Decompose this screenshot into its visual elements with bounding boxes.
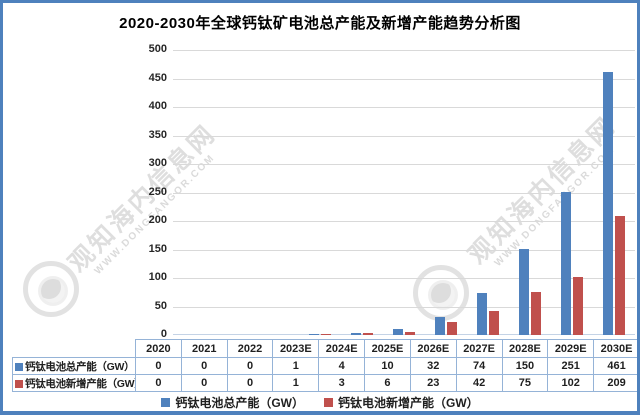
value-cell: 0	[226, 357, 274, 375]
year-header-cell: 2024E	[318, 339, 366, 358]
lens-inner-icon	[41, 279, 65, 303]
legend-label-total: 钙钛电池总产能（GW）	[175, 396, 304, 410]
bar-total-2029E	[561, 192, 571, 335]
value-cell: 0	[135, 374, 182, 392]
value-cell: 32	[409, 357, 457, 375]
year-header-cell: 2021	[180, 339, 228, 358]
series-swatch-icon	[15, 362, 23, 371]
gridline	[173, 164, 635, 165]
year-header-cell: 2023E	[272, 339, 320, 358]
bar-total-2024E	[351, 333, 361, 335]
value-cell: 0	[135, 357, 182, 375]
bar-total-2028E	[519, 249, 529, 335]
y-tick-label: 200	[148, 214, 167, 226]
value-cell: 0	[180, 357, 228, 375]
bar-total-2025E	[393, 329, 403, 335]
y-tick-label: 400	[148, 100, 167, 112]
x-axis-line	[173, 334, 635, 335]
series-name: 钙钛电池新增产能（GW）	[25, 377, 136, 390]
value-cell: 209	[593, 374, 637, 392]
bar-new-2023E	[321, 334, 331, 335]
y-tick-label: 150	[148, 242, 167, 255]
gridline	[173, 306, 635, 308]
bar-new-2027E	[489, 311, 499, 335]
gridline	[173, 221, 635, 222]
y-tick-label: 350	[148, 128, 167, 141]
value-cell: 75	[501, 374, 549, 392]
bar-new-2024E	[363, 333, 373, 335]
legend-item-total-capacity: 钙钛电池总产能（GW）	[161, 394, 304, 411]
series-name: 钙钛电池总产能（GW）	[25, 360, 135, 373]
legend-swatch-new-icon	[324, 398, 333, 407]
data-table: 2020 2021 2022 2023E 2024E 2025E 2026E 2027E 202…	[12, 339, 637, 392]
value-cell: 4	[318, 357, 366, 375]
table-corner-cell	[13, 340, 136, 358]
row-label-cell: 钙钛电池总产能（GW）	[12, 357, 136, 375]
bar-new-2026E	[447, 322, 457, 335]
y-tick-label: 500	[148, 43, 167, 55]
table-row: 钙钛电池总产能（GW） 0 0 0 1 4 10 32 74 150 251 461	[12, 357, 637, 375]
gridline	[173, 135, 635, 137]
y-tick-label: 250	[148, 185, 167, 198]
y-tick-label: 450	[148, 71, 167, 84]
y-tick-label: 0	[160, 328, 167, 340]
camera-lens-watermark-icon	[23, 261, 79, 317]
y-tick-label: 50	[154, 299, 167, 312]
gridline	[173, 249, 635, 251]
bar-new-2028E	[531, 292, 541, 335]
table-row: 钙钛电池新增产能（GW） 0 0 0 1 3 6 23 42 75 102 209	[12, 374, 637, 392]
year-header-cell: 2025E	[364, 339, 411, 358]
value-cell: 150	[501, 357, 549, 375]
table-header-row: 2020 2021 2022 2023E 2024E 2025E 2026E 2027E 202…	[13, 339, 637, 358]
gridline	[173, 78, 635, 80]
year-header-cell: 2027E	[455, 339, 503, 358]
value-cell: 251	[547, 357, 595, 375]
bar-total-2027E	[477, 293, 487, 335]
y-tick-label: 100	[148, 271, 167, 283]
year-header-cell: 2020	[135, 339, 182, 358]
plot-area	[173, 50, 635, 335]
value-cell: 3	[318, 374, 366, 392]
bar-new-2029E	[573, 277, 583, 335]
value-cell: 10	[364, 357, 411, 375]
gridline	[173, 278, 635, 279]
value-cell: 461	[593, 357, 637, 375]
value-cell: 102	[547, 374, 595, 392]
value-cell: 6	[364, 374, 411, 392]
value-cell: 1	[272, 357, 320, 375]
row-label-cell: 钙钛电池新增产能（GW）	[12, 374, 136, 392]
year-header-cell: 2028E	[501, 339, 549, 358]
bar-total-2026E	[435, 317, 445, 335]
gridline	[173, 192, 635, 194]
value-cell: 74	[455, 357, 503, 375]
gridline	[173, 50, 635, 51]
bar-total-2030E	[603, 72, 613, 335]
legend-label-new: 钙钛电池新增产能（GW）	[338, 396, 479, 410]
bar-total-2023E	[309, 334, 319, 335]
series-swatch-icon	[15, 379, 23, 388]
legend-swatch-total-icon	[161, 398, 171, 407]
value-cell: 0	[180, 374, 228, 392]
bar-new-2030E	[615, 216, 625, 335]
chart-legend: 钙钛电池总产能（GW） 钙钛电池新增产能（GW）	[3, 394, 637, 411]
chart-title: 2020-2030年全球钙钛矿电池总产能及新增产能趋势分析图	[119, 15, 521, 32]
year-header-cell: 2030E	[593, 339, 637, 358]
bar-new-2025E	[405, 332, 415, 335]
year-header-cell: 2029E	[547, 339, 595, 358]
gridline	[173, 107, 635, 108]
value-cell: 0	[226, 374, 274, 392]
year-header-cell: 2026E	[409, 339, 457, 358]
value-cell: 23	[409, 374, 457, 392]
year-header-cell: 2022	[226, 339, 274, 358]
value-cell: 42	[455, 374, 503, 392]
y-tick-label: 300	[148, 157, 167, 169]
value-cell: 1	[272, 374, 320, 392]
legend-item-new-capacity: 钙钛电池新增产能（GW）	[324, 394, 479, 411]
